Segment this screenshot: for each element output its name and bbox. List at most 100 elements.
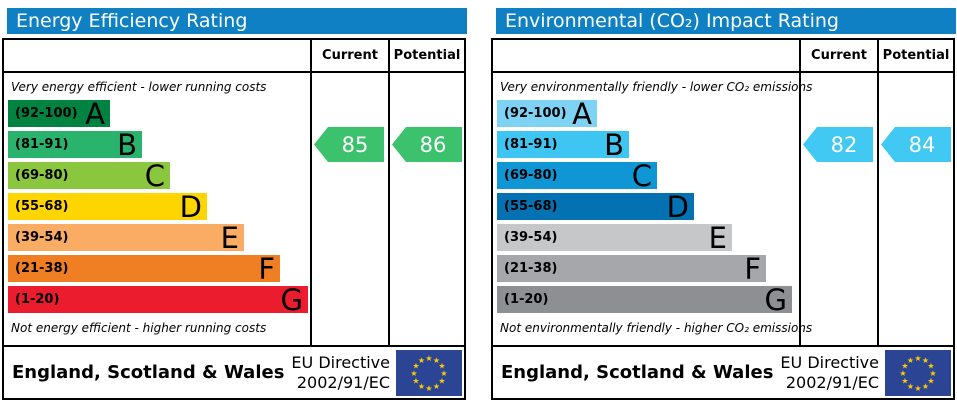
eu-flag-icon: ★ ★★★★★★★★★★★: [885, 349, 951, 396]
band-g: (1-20) G: [8, 282, 308, 317]
potential-column-divider: [388, 40, 390, 345]
band-range-label: (39-54): [15, 230, 69, 245]
band-letter: G: [280, 282, 303, 317]
band-range-label: (92-100): [15, 106, 78, 121]
potential-rating-arrow: 84: [881, 127, 951, 162]
band-range-label: (81-91): [504, 137, 558, 152]
rating-bands: (92-100) A (81-91) B (69-80) C (55-68) D (39-54)…: [8, 96, 308, 317]
band-e: (39-54) E: [497, 220, 732, 255]
eu-star-icon: ★: [901, 361, 908, 370]
potential-column-divider: [877, 40, 879, 345]
eu-star-icon: ★: [922, 381, 929, 390]
eu-star-icon: ★: [922, 355, 929, 364]
energy-efficiency-panel: Energy Efficiency Rating Current Potenti…: [2, 0, 467, 404]
band-letter: E: [220, 220, 239, 255]
bottom-caption: Not energy efficient - higher running co…: [11, 321, 267, 335]
eu-star-icon: ★: [927, 361, 934, 370]
band-range-label: (81-91): [15, 137, 69, 152]
band-letter: E: [708, 220, 727, 255]
eu-flag-icon: ★ ★★★★★★★★★★★: [396, 349, 462, 396]
energy-chart-box: Current Potential Very energy efficient …: [2, 38, 466, 400]
environmental-impact-panel: Environmental (CO₂) Impact Rating Curren…: [491, 0, 956, 404]
band-letter: G: [764, 282, 787, 317]
eu-star-icon: ★: [907, 355, 914, 364]
eu-star-icon: ★: [914, 353, 921, 362]
band-letter: A: [572, 96, 592, 131]
band-d: (55-68) D: [497, 189, 694, 224]
eu-star-icon: ★: [914, 383, 921, 392]
eu-star-icon: ★: [412, 376, 419, 385]
eu-star-icon: ★: [418, 355, 425, 364]
region-label: England, Scotland & Wales: [501, 362, 774, 383]
band-range-label: (21-38): [15, 261, 69, 276]
region-label: England, Scotland & Wales: [12, 362, 285, 383]
current-column-divider: [799, 40, 801, 345]
band-letter: F: [744, 251, 761, 286]
eu-star-icon: ★: [438, 376, 445, 385]
eu-star-icon: ★: [438, 361, 445, 370]
column-header-row: Current Potential: [493, 40, 953, 73]
band-f: (21-38) F: [8, 251, 280, 286]
potential-column-header: Potential: [882, 48, 950, 63]
eu-star-icon: ★: [440, 368, 447, 377]
band-letter: B: [117, 127, 137, 162]
panel-title: Environmental (CO₂) Impact Rating: [496, 8, 956, 34]
band-range-label: (55-68): [15, 199, 69, 214]
eu-directive-label: EU Directive 2002/91/EC: [780, 352, 879, 392]
band-letter: C: [144, 158, 165, 193]
potential-column-header: Potential: [393, 48, 461, 63]
eu-star-icon: ★: [425, 353, 432, 362]
chart-footer: England, Scotland & Wales EU Directive 2…: [493, 345, 953, 398]
band-range-label: (69-80): [15, 168, 69, 183]
band-letter: C: [631, 158, 652, 193]
eu-star-icon: ★: [425, 383, 432, 392]
rating-bands: (92-100) A (81-91) B (69-80) C (55-68) D (39-54)…: [497, 96, 792, 317]
top-caption: Very environmentally friendly - lower CO…: [500, 80, 813, 94]
band-e: (39-54) E: [8, 220, 244, 255]
band-c: (69-80) C: [8, 158, 170, 193]
bottom-caption: Not environmentally friendly - higher CO…: [500, 321, 813, 335]
band-range-label: (39-54): [504, 230, 558, 245]
band-d: (55-68) D: [8, 189, 207, 224]
band-range-label: (1-20): [15, 292, 60, 307]
eu-star-icon: ★: [899, 368, 906, 377]
eu-star-icon: ★: [410, 368, 417, 377]
eu-star-icon: ★: [418, 381, 425, 390]
current-rating-arrow: 85: [314, 127, 384, 162]
band-range-label: (1-20): [504, 292, 549, 307]
band-g: (1-20) G: [497, 282, 792, 317]
eu-star-icon: ★: [907, 381, 914, 390]
band-f: (21-38) F: [497, 251, 766, 286]
band-b: (81-91) B: [8, 127, 142, 162]
band-letter: D: [179, 189, 202, 224]
eu-star-icon: ★: [901, 376, 908, 385]
current-column-header: Current: [322, 48, 378, 63]
band-b: (81-91) B: [497, 127, 629, 162]
eu-star-icon: ★: [927, 376, 934, 385]
band-letter: D: [666, 189, 689, 224]
eu-star-icon: ★: [433, 381, 440, 390]
potential-rating-arrow: 86: [392, 127, 462, 162]
band-a: (92-100) A: [8, 96, 110, 131]
panel-title: Energy Efficiency Rating: [7, 8, 467, 34]
current-rating-arrow: 82: [803, 127, 873, 162]
current-column-header: Current: [811, 48, 867, 63]
band-letter: B: [604, 127, 624, 162]
band-c: (69-80) C: [497, 158, 657, 193]
band-range-label: (69-80): [504, 168, 558, 183]
eu-star-icon: ★: [433, 355, 440, 364]
band-range-label: (21-38): [504, 261, 558, 276]
column-header-row: Current Potential: [4, 40, 464, 73]
eu-star-icon: ★: [412, 361, 419, 370]
eu-star-icon: ★: [929, 368, 936, 377]
eu-directive-label: EU Directive 2002/91/EC: [291, 352, 390, 392]
top-caption: Very energy efficient - lower running co…: [11, 80, 267, 94]
band-letter: F: [258, 251, 275, 286]
band-range-label: (55-68): [504, 199, 558, 214]
band-a: (92-100) A: [497, 96, 597, 131]
chart-footer: England, Scotland & Wales EU Directive 2…: [4, 345, 464, 398]
environment-chart-box: Current Potential Very environmentally f…: [491, 38, 955, 400]
band-range-label: (92-100): [504, 106, 567, 121]
current-column-divider: [310, 40, 312, 345]
band-letter: A: [85, 96, 105, 131]
